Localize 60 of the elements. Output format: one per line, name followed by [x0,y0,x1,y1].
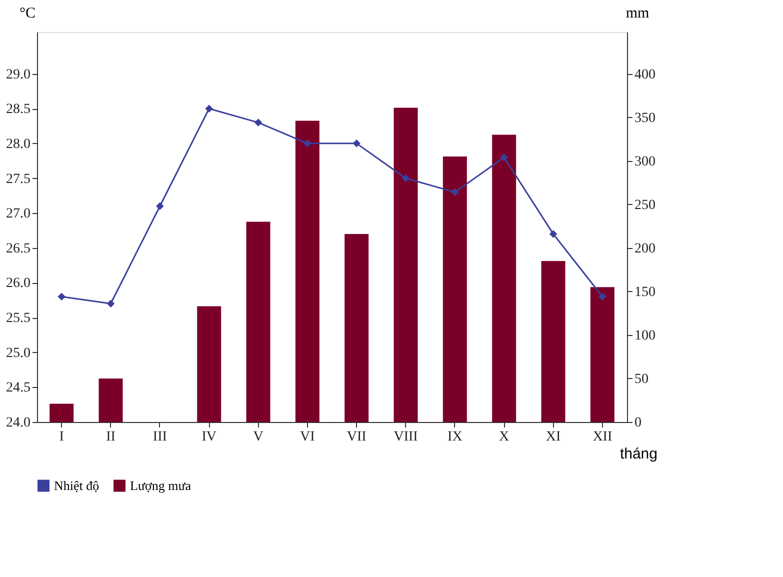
point [352,140,360,148]
y2-axis-title: mm [626,6,650,22]
y2-tick-label: 400 [634,67,656,82]
y2-tick-label: 50 [634,372,648,387]
x-tick-label: II [106,430,116,444]
y2-tick-label: 250 [634,198,656,213]
y-tick-label: 26.5 [6,241,30,256]
y2-tick-label: 0 [634,416,642,430]
x-tick-label: I [59,430,64,444]
point [156,202,164,210]
bar [246,222,270,422]
y-tick-label: 24.5 [6,380,30,396]
bar [394,108,418,422]
y2-tick-label: 300 [634,154,656,170]
y2-tick-label: 350 [634,110,656,126]
bar [442,156,467,422]
point [58,292,66,301]
y2-tick-label: 100 [634,328,656,344]
y-tick-label: 28.5 [6,102,30,118]
y-tick-label: 25.5 [6,311,30,326]
y-tick-label: 24.0 [6,416,30,430]
legend-label: Nhiệt độ [54,478,100,493]
bar [98,378,123,422]
legend-label: Lượng mưa [130,478,192,493]
point [205,104,213,112]
x-tick-label: XI [546,430,561,444]
x-tick-label: IV [202,430,216,444]
x-tick-label: V [253,430,264,444]
y-tick-label: 28.0 [6,136,30,152]
x-axis-title: tháng [620,446,658,462]
y-tick-label: 27.5 [6,172,30,187]
y-tick-label: 25.0 [6,346,30,361]
y-tick-label: 29.0 [6,67,30,82]
bar [344,234,369,422]
y-tick-label: 26.0 [6,276,30,292]
point [304,140,312,148]
x-tick-label: III [152,430,168,444]
y2-tick-label: 200 [634,241,656,256]
point [402,174,410,182]
point [451,188,459,196]
y-axis-title: °C [19,6,36,22]
bar [590,287,614,422]
bar [50,404,74,422]
x-tick-label: VI [300,430,316,444]
point [549,230,558,238]
point [598,292,606,301]
x-tick-label: XII [592,430,612,444]
y2-tick-label: 150 [634,284,656,300]
bar [492,134,516,422]
point [254,118,262,126]
x-tick-label: X [499,430,510,444]
y-tick-label: 27.0 [6,206,30,222]
bar [541,260,566,422]
bar [197,306,222,422]
bar [295,120,320,422]
x-tick-label: VIII [394,430,418,444]
point [500,153,508,162]
point [106,300,115,308]
x-tick-label: IX [448,430,462,444]
x-tick-label: VII [346,430,367,444]
